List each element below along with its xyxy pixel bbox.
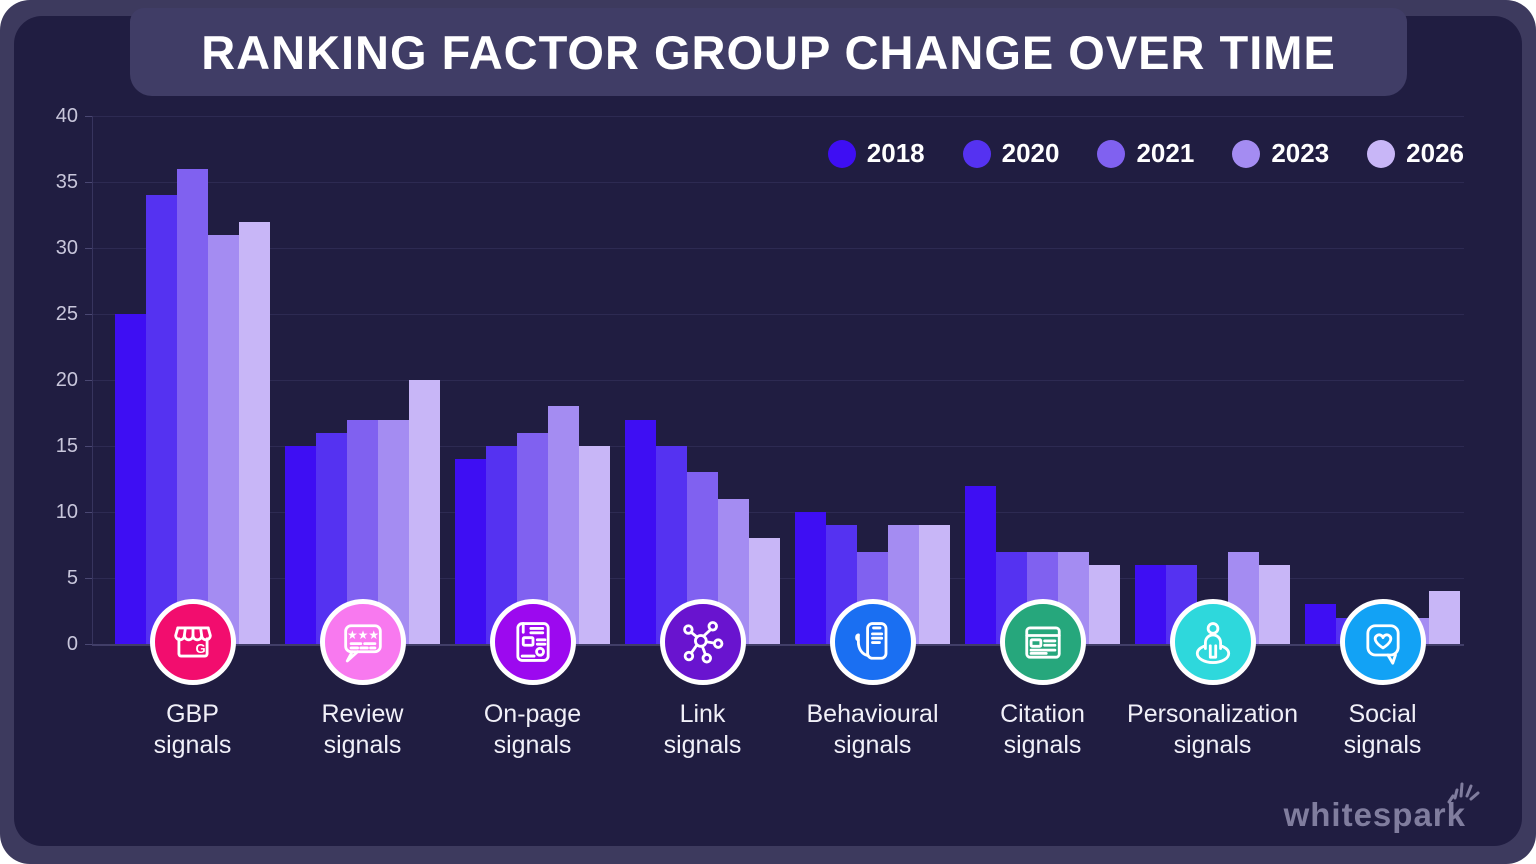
bar-2018-behavioural-signals [795, 512, 826, 644]
category-label: Personalization signals [1127, 700, 1298, 759]
bar-2018-personalization-signals [1135, 564, 1166, 644]
y-tick [85, 248, 92, 249]
logo-text: whitespark [1283, 796, 1466, 833]
social-heart-bubble-icon [1339, 599, 1426, 685]
y-tick [85, 380, 92, 381]
y-axis-label: 25 [55, 303, 78, 325]
category-label: GBP signals [153, 700, 232, 759]
legend: 2018 2020 2021 2023 2026 [827, 138, 1464, 169]
category-label: Review signals [321, 700, 404, 759]
legend-label: 2020 [1001, 138, 1060, 168]
legend-label: 2021 [1136, 138, 1195, 168]
bar-2018-on-page-signals [455, 459, 486, 644]
bar-2026-social-signals [1429, 591, 1460, 644]
y-axis-label: 10 [55, 501, 78, 523]
on-page-document-icon [489, 599, 576, 685]
category-gbp: G GBP signals [93, 599, 293, 761]
whitespark-logo: whitespark [1283, 782, 1480, 834]
legend-label: 2018 [866, 138, 925, 168]
bar-2026-gbp-signals [239, 221, 270, 644]
legend-dot-icon [1232, 139, 1261, 168]
legend-dot-icon [1367, 139, 1396, 168]
bar-2026-link-signals [749, 538, 780, 644]
category-link: Link signals [603, 599, 803, 761]
bar-2020-gbp-signals [146, 195, 177, 644]
y-tick [85, 314, 92, 315]
gridline-35 [92, 182, 1464, 183]
legend-dot-icon [827, 139, 856, 168]
behavioural-hand-phone-icon [829, 599, 916, 685]
bar-2026-on-page-signals [579, 446, 610, 644]
bar-2018-link-signals [625, 419, 656, 644]
y-axis-label: 20 [55, 369, 78, 391]
category-label: On-page signals [483, 700, 582, 759]
y-axis-label: 40 [55, 105, 78, 127]
category-label: Citation signals [1000, 700, 1085, 759]
legend-dot-icon [962, 139, 991, 168]
review-stars-bubble-icon: ★★★ [319, 599, 406, 685]
legend-item-2020: 2020 [962, 138, 1060, 169]
gridline-10 [92, 512, 1464, 513]
y-axis-label: 0 [66, 633, 78, 655]
gridline-40 [92, 116, 1464, 117]
gridline-15 [92, 446, 1464, 447]
legend-item-2026: 2026 [1367, 138, 1464, 169]
category-label: Link signals [663, 700, 742, 759]
bar-2026-behavioural-signals [919, 525, 950, 644]
gridline-25 [92, 314, 1464, 315]
svg-text:★★★: ★★★ [346, 628, 378, 642]
legend-dot-icon [1097, 139, 1126, 168]
legend-label: 2026 [1406, 138, 1464, 168]
category-review: ★★★ Review signals [263, 599, 463, 761]
y-tick [85, 182, 92, 183]
legend-item-2023: 2023 [1232, 138, 1329, 169]
bar-2018-gbp-signals [115, 314, 146, 644]
y-axis-label: 15 [55, 435, 78, 457]
gridline-30 [92, 248, 1464, 249]
legend-item-2018: 2018 [827, 138, 925, 169]
page-title: RANKING FACTOR GROUP CHANGE OVER TIME [201, 25, 1336, 79]
bar-2026-citation-signals [1089, 564, 1120, 644]
y-axis-label: 35 [55, 171, 78, 193]
bar-2026-review-signals [409, 380, 440, 644]
y-axis-line [92, 116, 93, 644]
bar-2018-citation-signals [965, 485, 996, 644]
category-label: Behavioural signals [806, 700, 939, 759]
category-personalization: Personalization signals [1113, 599, 1313, 761]
category-behavioural: Behavioural signals [773, 599, 973, 761]
gridline-20 [92, 380, 1464, 381]
category-on-page: On-page signals [433, 599, 633, 761]
y-axis-label: 30 [55, 237, 78, 259]
bar-2023-gbp-signals [208, 234, 239, 644]
y-tick [85, 578, 92, 579]
gridline-0 [92, 644, 1464, 646]
link-network-icon [659, 599, 746, 685]
y-tick [85, 512, 92, 513]
category-social: Social signals [1283, 599, 1483, 761]
legend-item-2021: 2021 [1097, 138, 1194, 169]
citation-listing-icon [999, 599, 1086, 685]
bar-2018-social-signals [1305, 604, 1336, 644]
category-citation: Citation signals [943, 599, 1143, 761]
legend-label: 2023 [1271, 138, 1330, 168]
y-axis-label: 5 [66, 567, 78, 589]
svg-text:G: G [195, 641, 205, 656]
gbp-storefront-icon: G [149, 599, 236, 685]
bar-2018-review-signals [285, 446, 316, 644]
y-tick [85, 446, 92, 447]
spark-burst-icon [1446, 780, 1480, 811]
bar-2021-gbp-signals [177, 168, 208, 644]
title-banner: RANKING FACTOR GROUP CHANGE OVER TIME [130, 8, 1407, 96]
personalization-person-icon [1169, 599, 1256, 685]
y-tick [85, 644, 92, 645]
bar-2026-personalization-signals [1259, 564, 1290, 644]
y-tick [85, 116, 92, 117]
category-label: Social signals [1343, 700, 1422, 759]
